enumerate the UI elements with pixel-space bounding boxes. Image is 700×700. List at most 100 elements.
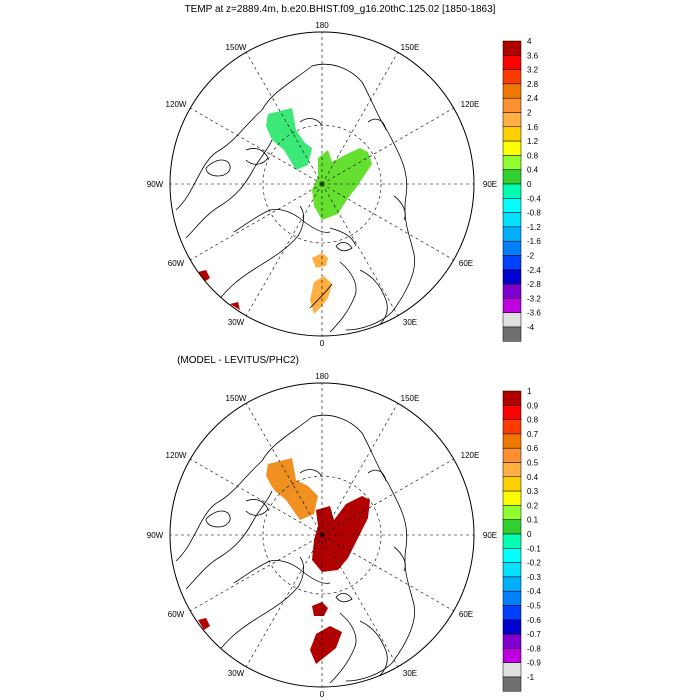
colorbar-swatch [502,447,522,463]
panel2-longitude-labels: 180 150W 150E 120W 120E 90W 90E 60W 60E … [147,372,497,699]
panel2-region-red-edge [198,618,210,630]
colorbar-swatch [502,405,522,420]
colorbar-tick-label: 0.1 [527,516,539,525]
panel1-region-orange-lower [310,276,332,314]
lon-label-60e: 60E [459,259,473,268]
colorbar-tick-label: 1.2 [527,137,539,146]
colorbar-swatch [502,140,522,156]
colorbar-swatch [502,212,522,228]
panel1-region-orange-upper [312,253,328,268]
colorbar-swatch [502,83,522,99]
colorbar-tick-label: -2 [527,252,535,261]
lon-label-150e: 150E [401,394,420,403]
lon-label-150w: 150W [226,394,247,403]
lon-label-30w: 30W [228,669,245,678]
lon-label-120e: 120E [461,451,480,460]
colorbar-tick-label: -3.6 [527,309,541,318]
colorbar-tick-label: -0.3 [527,573,541,582]
lon-label-120w: 120W [166,451,187,460]
colorbar-swatch [502,255,522,271]
panel1-region-green-left [266,108,312,170]
colorbar-tick-label: -0.7 [527,630,541,639]
panel2-map-boundary [169,382,475,688]
colorbar-swatch [502,283,522,299]
colorbar-tick-label: -1.6 [527,237,541,246]
lon-label-150e: 150E [401,43,420,52]
colorbar-tick-label: -2.8 [527,280,541,289]
panel1-title: TEMP at z=2889.4m, b.e20.BHIST.f09_g16.2… [185,4,496,15]
lon-label-120e: 120E [461,100,480,109]
colorbar-tick-label: 0.5 [527,459,539,468]
colorbar-tick-label: 3.6 [527,51,539,60]
colorbar-swatch [502,590,522,606]
colorbar-swatch [502,298,522,313]
colorbar-tick-label: 1 [527,387,532,396]
colorbar-tick-label: -0.8 [527,209,541,218]
colorbar-tick-label: 0.4 [527,473,539,482]
colorbar-swatch [502,126,522,142]
lon-label-60w: 60W [168,610,185,619]
colorbar-tick-label: -0.5 [527,602,541,611]
colorbar-tick-label: -4 [527,323,535,332]
lon-label-90w: 90W [147,180,164,189]
lon-label-180: 180 [315,372,329,381]
colorbar-swatch [502,605,522,621]
panel2-region-red-main [312,496,370,572]
colorbar-swatch [502,269,522,285]
colorbar-swatch [502,490,522,506]
panel1-graticule [170,32,474,336]
colorbar-tick-label: 0.6 [527,444,539,453]
map-panel-1: TEMP at z=2889.4m, b.e20.BHIST.f09_g16.2… [147,4,542,348]
colorbar-tick-label: 0 [527,530,532,539]
panel2-graticule [170,383,474,687]
colorbar-tick-label: 2 [527,109,532,118]
colorbar-swatch [502,326,522,342]
colorbar-swatch [502,312,522,328]
panel1-colorbar: 4 3.6 3.2 2.8 2.4 2 1.6 1.2 0.8 0.4 0 -0.4 -0.8 -1.2 -… [502,37,541,342]
lon-label-60w: 60W [168,259,185,268]
lon-label-120w: 120W [166,100,187,109]
colorbar-swatch [502,183,522,199]
colorbar-tick-label: -0.4 [527,194,541,203]
colorbar-tick-label: 2.4 [527,94,539,103]
colorbar-tick-label: 4 [527,37,532,46]
lon-label-90e: 90E [483,180,497,189]
panel2-colorbar: 1 0.9 0.8 0.7 0.6 0.5 0.4 0.3 0.2 0.1 0 -0.1 -0.2 -0.… [502,387,541,692]
colorbar-swatch [502,155,522,170]
lon-label-30w: 30W [228,318,245,327]
colorbar-swatch [502,433,522,449]
colorbar-tick-label: 0.7 [527,430,539,439]
panel1-region-red-edge-b [230,302,240,310]
colorbar-swatch [502,240,522,256]
lon-label-180: 180 [315,21,329,30]
lon-label-90e: 90E [483,531,497,540]
colorbar-swatch [502,419,522,435]
lon-label-60e: 60E [459,610,473,619]
colorbar-swatch [502,69,522,85]
colorbar-tick-label: -1 [527,673,535,682]
colorbar-tick-label: -0.9 [527,659,541,668]
lon-label-0: 0 [320,339,325,348]
colorbar-tick-label: 1.6 [527,123,539,132]
panel2-coastlines [175,414,416,684]
panel2-region-red-small [312,602,328,616]
colorbar-swatch [502,505,522,520]
panel2-region-orange [266,458,318,520]
colorbar-swatch [502,462,522,478]
colorbar-tick-label: 2.8 [527,80,539,89]
panel1-map-boundary [169,31,475,337]
colorbar-swatch [502,533,522,549]
colorbar-tick-label: 0.8 [527,151,539,160]
colorbar-tick-label: 0.9 [527,401,539,410]
colorbar-tick-label: -2.4 [527,266,541,275]
colorbar-tick-label: -3.2 [527,294,541,303]
panel1-coastlines [175,63,416,333]
colorbar-swatch [502,633,522,649]
colorbar-swatch [502,662,522,678]
colorbar-tick-label: -1.2 [527,223,541,232]
panel2-region-red-lower [310,626,342,664]
colorbar-swatch [502,112,522,128]
colorbar-tick-label: -0.1 [527,544,541,553]
colorbar-swatch [502,226,522,242]
colorbar-tick-label: 0.3 [527,487,539,496]
